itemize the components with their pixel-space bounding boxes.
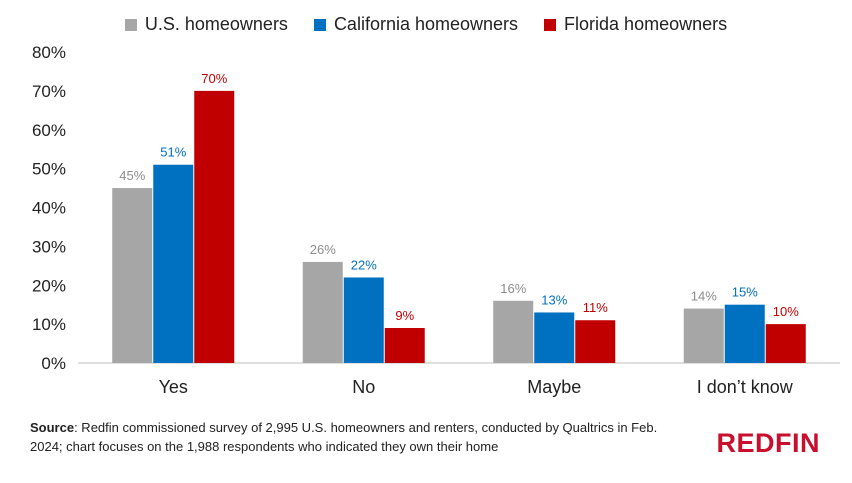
bar-chart: 0% 10% 20% 30% 40% 50% 60% 70% 80% 45% 51% 70% Yes 26… (32, 43, 840, 397)
data-label: 26% (310, 242, 336, 257)
x-category-label: No (352, 377, 375, 397)
legend-swatch (544, 18, 557, 31)
legend-swatch (313, 18, 326, 31)
data-label: 22% (351, 257, 377, 272)
y-tick-label: 30% (32, 237, 66, 256)
data-label: 15% (732, 285, 758, 300)
x-category-label: Yes (159, 377, 188, 397)
legend-label: California homeowners (333, 14, 519, 34)
bar (302, 261, 343, 363)
legend-label: U.S. homeowners (144, 14, 288, 34)
legend-item-us: U.S. homeowners (124, 14, 288, 35)
y-tick-label: 60% (32, 121, 66, 140)
y-tick-label: 70% (32, 82, 66, 101)
data-label: 9% (395, 308, 414, 323)
source-text: : Redfin commissioned survey of 2,995 U.… (30, 420, 658, 454)
legend-swatch (124, 18, 137, 31)
data-label: 45% (119, 168, 145, 183)
bar (534, 312, 575, 363)
y-tick-label: 20% (32, 276, 66, 295)
bar (493, 300, 534, 363)
data-label: 16% (500, 281, 526, 296)
bar (575, 320, 616, 363)
legend-item-california: California homeowners (313, 14, 519, 35)
redfin-logo: REDFIN (716, 428, 820, 458)
legend-item-florida: Florida homeowners (544, 14, 727, 35)
data-label: 10% (773, 304, 799, 319)
x-category-label: I don’t know (697, 377, 794, 397)
y-tick-label: 50% (32, 160, 66, 179)
y-tick-label: 0% (41, 354, 66, 373)
data-label: 13% (541, 292, 567, 307)
bar (384, 328, 425, 363)
data-label: 14% (691, 289, 717, 304)
source-label: Source (30, 420, 75, 435)
bar (683, 308, 724, 363)
bar (112, 188, 153, 363)
data-label: 51% (160, 145, 186, 160)
x-category-label: Maybe (527, 377, 581, 397)
y-tick-label: 10% (32, 315, 66, 334)
source-note: Source: Redfin commissioned survey of 2,… (30, 418, 670, 456)
data-label: 70% (201, 71, 227, 86)
bar (765, 324, 806, 363)
bar (153, 164, 194, 363)
legend-label: Florida homeowners (564, 14, 728, 34)
bar (194, 90, 235, 363)
chart-legend: U.S. homeowners California homeowners Fl… (0, 14, 852, 35)
y-tick-label: 40% (32, 199, 66, 218)
y-tick-label: 80% (32, 43, 66, 62)
bar (724, 304, 765, 363)
bar (343, 277, 384, 363)
data-label: 11% (583, 300, 608, 315)
